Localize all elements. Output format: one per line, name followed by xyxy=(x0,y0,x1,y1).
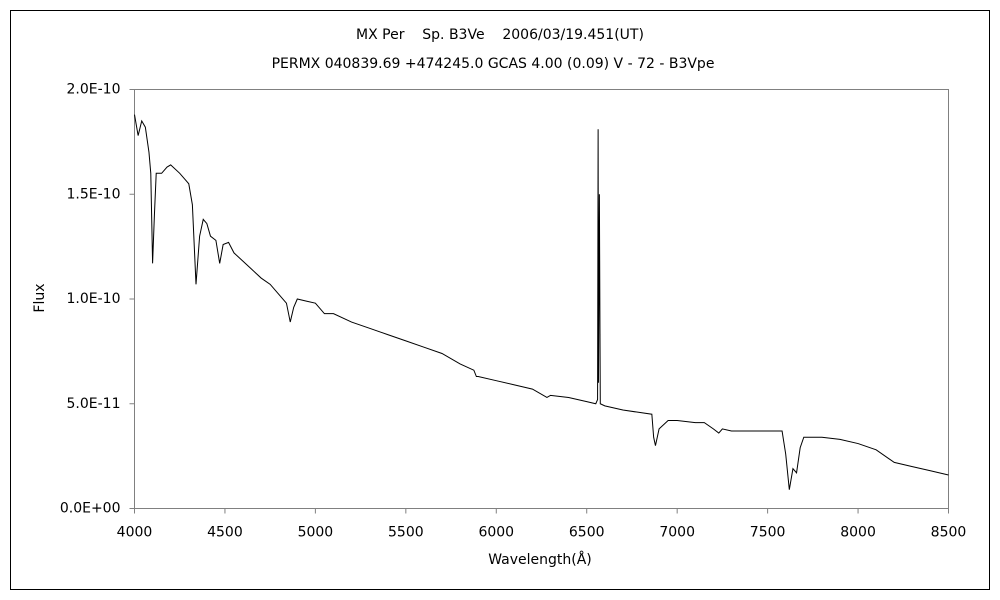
x-tick-label: 6000 xyxy=(478,525,514,541)
x-tick-label: 5000 xyxy=(298,525,334,541)
x-tick-label: 7500 xyxy=(750,525,786,541)
x-axis-label: Wavelength(Å) xyxy=(488,551,592,568)
y-tick-label: 2.0E-10 xyxy=(67,82,121,98)
x-tick-label: 4500 xyxy=(207,525,243,541)
y-tick-label: 1.5E-10 xyxy=(67,186,121,202)
chart-title: MX Per Sp. B3Ve 2006/03/19.451(UT) xyxy=(356,27,644,43)
y-tick-label: 1.0E-10 xyxy=(67,291,121,307)
x-tick-label: 5500 xyxy=(388,525,424,541)
y-tick-label: 5.0E-11 xyxy=(67,396,121,412)
x-tick-label: 4000 xyxy=(117,525,153,541)
chart-frame xyxy=(10,10,990,590)
x-tick-label: 7000 xyxy=(659,525,695,541)
x-tick-label: 6500 xyxy=(569,525,605,541)
chart-subtitle: PERMX 040839.69 +474245.0 GCAS 4.00 (0.0… xyxy=(272,56,715,72)
x-tick-label: 8500 xyxy=(931,525,967,541)
spectrum-line xyxy=(134,114,949,490)
y-axis-label: Flux xyxy=(32,283,48,312)
x-tick-label: 8000 xyxy=(840,525,876,541)
y-tick-label: 0.0E+00 xyxy=(60,501,121,517)
